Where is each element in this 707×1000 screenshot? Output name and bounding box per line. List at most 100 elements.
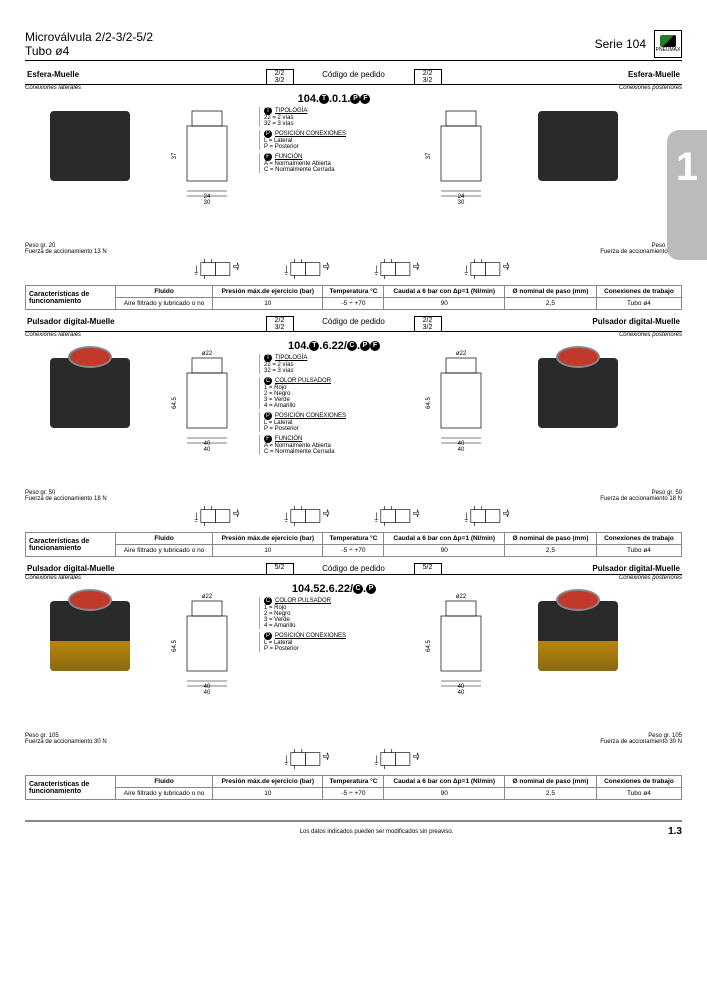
char-cell: Aire filtrado y lubricado o no (116, 788, 213, 800)
svg-text:64.5: 64.5 (426, 397, 432, 409)
drawing-left: 24 30 37 (157, 91, 257, 211)
char-col: Caudal a 6 bar con Δp=1 (Nl/min) (384, 286, 505, 298)
legend-row: P = Posterior (264, 646, 409, 652)
legend-row: P = Posterior (264, 426, 409, 432)
code-placeholder: C (347, 341, 357, 351)
page-number: 1.3 (668, 826, 682, 837)
legend-row: 32 = 3 vías (264, 121, 409, 127)
product-photo-left (25, 91, 155, 201)
product-section: Pulsador digital-Muelle 2/23/2 Código de… (25, 316, 682, 557)
legend-block: CCOLOR PULSADOR 1 = Rojo2 = Negro3 = Ver… (259, 377, 409, 409)
char-col: Ø nominal de paso (mm) (505, 533, 597, 545)
legend-row: 4 = Amarillo (264, 623, 409, 629)
code-placeholder: T (309, 341, 319, 351)
codigo-box: 104.T.0.1.PF TTIPOLOGÍA 22 = 2 vías32 = … (259, 91, 409, 176)
char-cell: 10 (213, 788, 323, 800)
char-header: Características de funcionamiento (26, 286, 116, 310)
pneumatic-schematic (369, 506, 429, 526)
sections-container: Esfera-Muelle 2/23/2 Código de pedido 2/… (25, 69, 682, 800)
char-cell: Aire filtrado y lubricado o no (116, 298, 213, 310)
codigo-box: 104.T.6.22/C.PF TTIPOLOGÍA 22 = 2 vías32… (259, 338, 409, 458)
disclaimer: Los datos indicados pueden ser modificad… (85, 829, 668, 835)
page-header: Microválvula 2/2-3/2-5/2 Tubo ø4 Serie 1… (25, 30, 682, 61)
technical-drawing: 24 30 37 (416, 96, 506, 206)
char-cell: 90 (384, 788, 505, 800)
pneumatic-schematic (459, 506, 519, 526)
ratio-right: 2/23/2 (414, 316, 442, 332)
svg-text:ø22: ø22 (202, 351, 213, 357)
code-placeholder: F (360, 94, 370, 104)
ratio-left: 2/23/2 (266, 69, 294, 85)
ratio-left: 5/2 (266, 563, 294, 575)
legend-block: TTIPOLOGÍA 22 = 2 vías32 = 3 vías (259, 354, 409, 374)
char-cell: 2,5 (505, 298, 597, 310)
logo-icon (660, 35, 676, 47)
characteristics-table: Características de funcionamientoFluidoP… (25, 285, 682, 310)
svg-text:30: 30 (458, 200, 465, 206)
svg-text:ø22: ø22 (202, 594, 213, 600)
section-header: Esfera-Muelle 2/23/2 Código de pedido 2/… (25, 69, 682, 85)
svg-text:37: 37 (426, 152, 432, 159)
title-line-1: Microválvula 2/2-3/2-5/2 (25, 30, 153, 44)
char-col: Caudal a 6 bar con Δp=1 (Nl/min) (384, 533, 505, 545)
char-cell: 10 (213, 298, 323, 310)
svg-text:ø22: ø22 (456, 594, 467, 600)
pneumatic-schematic (279, 749, 339, 769)
svg-text:64.5: 64.5 (172, 397, 178, 409)
legend-bullet-row: PPOSICIÓN CONEXIONES (264, 632, 409, 640)
header-title: Microválvula 2/2-3/2-5/2 Tubo ø4 (25, 30, 153, 58)
content-row: 40 40 64.5 ø22 104.52.6.22/C.P CCOLOR PU… (25, 581, 682, 731)
char-col: Temperatura °C (323, 776, 384, 788)
char-cell: 90 (384, 298, 505, 310)
technical-drawing: 24 30 37 (162, 96, 252, 206)
legend-block: PPOSICIÓN CONEXIONES L = LateralP = Post… (259, 412, 409, 432)
product-photo-right (513, 338, 643, 448)
codigo-box: 104.52.6.22/C.P CCOLOR PULSADOR 1 = Rojo… (259, 581, 409, 655)
code-placeholder: P (366, 584, 376, 594)
svg-text:40: 40 (204, 447, 211, 453)
left-title: Pulsador digital-Muelle (25, 316, 266, 332)
char-cell: Tubo ø4 (596, 788, 681, 800)
order-code: 104.T.6.22/C.PF (259, 340, 409, 352)
code-placeholder: C (353, 584, 363, 594)
pneumatic-schematic (459, 259, 519, 279)
char-cell: -5 ÷ +70 (323, 788, 384, 800)
weight-left: Peso gr. 105Fuerza de accionamiento 30 N (25, 733, 107, 745)
char-col: Temperatura °C (323, 533, 384, 545)
pneumatic-schematic (369, 749, 429, 769)
svg-text:40: 40 (458, 447, 465, 453)
char-col: Temperatura °C (323, 286, 384, 298)
svg-text:40: 40 (204, 690, 211, 696)
section-header: Pulsador digital-Muelle 2/23/2 Código de… (25, 316, 682, 332)
legend-block: PPOSICIÓN CONEXIONES L = LateralP = Post… (259, 130, 409, 150)
left-title: Esfera-Muelle (25, 69, 266, 85)
legend-row: C = Normalmente Cerrada (264, 449, 409, 455)
technical-drawing: 40 40 64.5 ø22 (416, 343, 506, 453)
legend-bullet-row: FFUNCIÓN (264, 153, 409, 161)
technical-drawing: 40 40 64.5 ø22 (162, 343, 252, 453)
chapter-tab: 1 (667, 130, 707, 260)
drawing-left: 40 40 64.5 ø22 (157, 581, 257, 701)
legend-row: C = Normalmente Cerrada (264, 167, 409, 173)
title-line-2: Tubo ø4 (25, 44, 153, 58)
schematic-row (25, 745, 682, 773)
char-cell: 10 (213, 545, 323, 557)
char-col: Presión máx.de ejercicio (bar) (213, 533, 323, 545)
char-cell: -5 ÷ +70 (323, 298, 384, 310)
right-title: Pulsador digital-Muelle (442, 316, 683, 332)
ratio-left: 2/23/2 (266, 316, 294, 332)
content-row: 24 30 37 104.T.0.1.PF TTIPOLOGÍA 22 = 2 … (25, 91, 682, 241)
legend-bullet-row: TTIPOLOGÍA (264, 354, 409, 362)
svg-text:64.5: 64.5 (426, 640, 432, 652)
svg-text:64.5: 64.5 (172, 640, 178, 652)
weight-left: Peso gr. 20Fuerza de accionamiento 13 N (25, 243, 107, 255)
legend-block: PPOSICIÓN CONEXIONES L = LateralP = Post… (259, 632, 409, 652)
char-col: Ø nominal de paso (mm) (505, 286, 597, 298)
char-col: Conexiones de trabajo (596, 533, 681, 545)
brand-logo: PNEUMAX (654, 30, 682, 58)
char-col: Presión máx.de ejercicio (bar) (213, 776, 323, 788)
char-col: Fluido (116, 533, 213, 545)
char-cell: Tubo ø4 (596, 298, 681, 310)
legend-bullet-row: CCOLOR PULSADOR (264, 377, 409, 385)
serie-label: Serie 104 (595, 37, 646, 51)
